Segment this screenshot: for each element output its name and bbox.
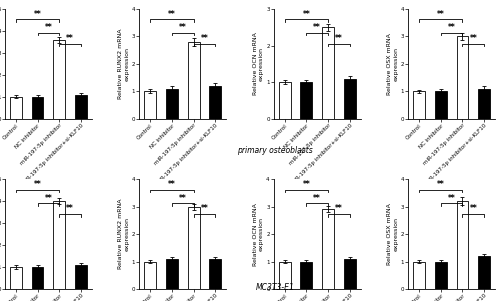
Bar <box>166 259 178 289</box>
Bar <box>435 262 447 289</box>
Text: **: ** <box>168 180 176 189</box>
Text: **: ** <box>200 204 208 213</box>
Text: **: ** <box>200 34 208 43</box>
Bar <box>32 97 44 119</box>
Text: **: ** <box>470 34 477 43</box>
Text: **: ** <box>335 34 343 43</box>
Bar <box>144 262 156 289</box>
Bar <box>188 206 200 289</box>
Bar <box>344 79 356 119</box>
Y-axis label: Relative OCN mRNA
expression: Relative OCN mRNA expression <box>253 33 264 95</box>
Text: **: ** <box>448 23 456 33</box>
Text: **: ** <box>179 194 186 203</box>
Y-axis label: Relative RUNX2 mRNA
expression: Relative RUNX2 mRNA expression <box>118 29 130 99</box>
Bar <box>478 256 490 289</box>
Text: **: ** <box>448 194 456 203</box>
Text: **: ** <box>66 204 74 213</box>
Bar <box>344 259 356 289</box>
Bar <box>53 40 65 119</box>
Y-axis label: Relative RUNX2 mRNA
expression: Relative RUNX2 mRNA expression <box>118 199 130 269</box>
Bar <box>435 92 447 119</box>
Text: **: ** <box>335 204 343 213</box>
Bar <box>413 262 425 289</box>
Bar <box>456 201 468 289</box>
Bar <box>456 36 468 119</box>
Bar <box>10 267 22 289</box>
Text: **: ** <box>66 34 74 43</box>
Bar <box>413 92 425 119</box>
Text: **: ** <box>302 10 310 19</box>
Text: **: ** <box>314 23 321 33</box>
Bar <box>478 88 490 119</box>
Text: primary osteoblasts: primary osteoblasts <box>237 146 313 155</box>
Bar <box>210 259 222 289</box>
Bar <box>144 92 156 119</box>
Text: **: ** <box>34 180 42 189</box>
Text: MC3T3-E1: MC3T3-E1 <box>256 283 294 292</box>
Bar <box>300 262 312 289</box>
Text: **: ** <box>302 180 310 189</box>
Text: **: ** <box>470 204 477 213</box>
Text: **: ** <box>168 10 176 19</box>
Bar <box>300 82 312 119</box>
Y-axis label: Relative OCN mRNA
expression: Relative OCN mRNA expression <box>253 203 264 265</box>
Y-axis label: Relative OSX mRNA
expression: Relative OSX mRNA expression <box>388 33 398 95</box>
Bar <box>75 265 87 289</box>
Text: **: ** <box>314 194 321 203</box>
Text: **: ** <box>44 23 52 33</box>
Bar <box>278 262 290 289</box>
Bar <box>210 86 222 119</box>
Bar <box>322 209 334 289</box>
Y-axis label: Relative OSX mRNA
expression: Relative OSX mRNA expression <box>388 203 398 265</box>
Bar <box>75 95 87 119</box>
Bar <box>188 42 200 119</box>
Bar <box>53 201 65 289</box>
Bar <box>166 88 178 119</box>
Bar <box>278 82 290 119</box>
Bar <box>32 267 44 289</box>
Text: **: ** <box>437 10 444 19</box>
Bar <box>322 27 334 119</box>
Text: **: ** <box>44 194 52 203</box>
Text: **: ** <box>179 23 186 33</box>
Bar <box>10 97 22 119</box>
Text: **: ** <box>34 10 42 19</box>
Text: **: ** <box>437 180 444 189</box>
